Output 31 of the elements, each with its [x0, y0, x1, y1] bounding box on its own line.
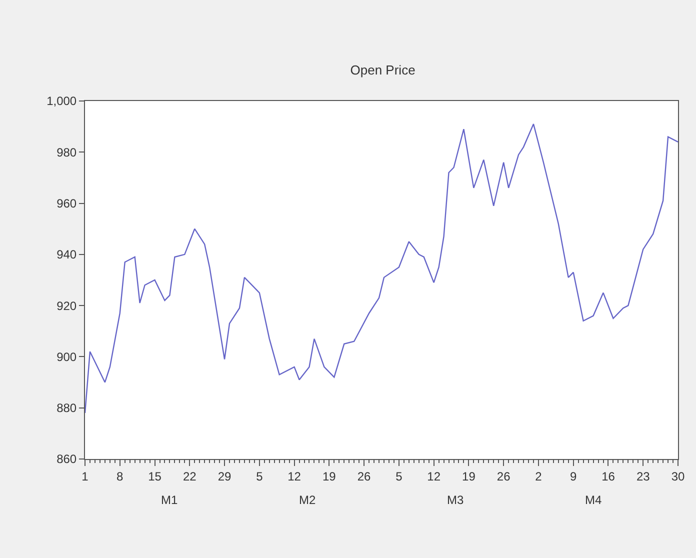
x-tick-label: 5 [396, 469, 403, 484]
x-tick-label: 8 [116, 469, 124, 484]
x-tick-label: 2 [535, 469, 542, 484]
y-tick-label: 1,000 [46, 94, 77, 108]
text: M4 [585, 493, 602, 507]
y-tick-label: 980 [56, 145, 77, 160]
text: M3 [447, 493, 464, 507]
y-tick-label: 960 [56, 196, 77, 210]
x-tick-label: 12 [427, 469, 441, 484]
x-tick-label: 5 [256, 469, 264, 484]
y-tick-label: 860 [56, 452, 77, 466]
x-tick-label: 12 [288, 469, 302, 484]
x-tick-label: 1 [82, 469, 89, 484]
chart-title: Open Price [350, 62, 416, 78]
x-tick-label: 16 [602, 469, 616, 484]
x-tick-label: 26 [357, 469, 372, 484]
x-tick-label: 19 [462, 469, 476, 484]
x-tick-label: 26 [496, 469, 511, 484]
text: M1 [161, 493, 178, 507]
text: M2 [299, 493, 316, 507]
x-tick-label: 23 [636, 469, 650, 484]
x-tick-label: 9 [570, 469, 578, 484]
y-tick-label: 940 [56, 248, 77, 262]
x-tick-label: 22 [182, 469, 197, 484]
x-tick-label: 30 [671, 469, 685, 484]
y-tick-label: 900 [56, 350, 77, 364]
y-tick-label: 880 [56, 401, 77, 416]
x-tick-label: 29 [218, 469, 232, 484]
y-tick-label: 920 [56, 298, 77, 313]
x-tick-label: 15 [148, 469, 162, 484]
x-tick-label: 19 [322, 469, 336, 484]
